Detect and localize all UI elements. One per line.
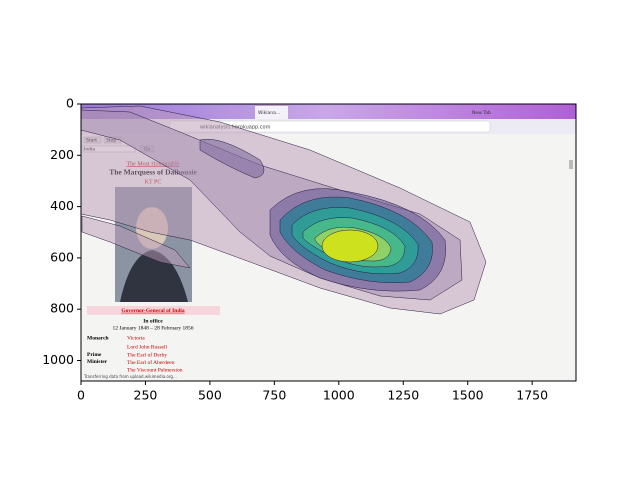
text: The Earl of Aberdeen bbox=[127, 359, 175, 366]
tab-bar bbox=[81, 104, 576, 119]
x-tick-label: 1500 bbox=[452, 388, 484, 403]
axes: 0 250 500 750 1000 1250 1500 1750 0 200 400 600 800 1… bbox=[42, 96, 548, 403]
y-tick-label: 0 bbox=[66, 96, 74, 111]
text: Lord John Russell bbox=[127, 344, 168, 350]
status: Transferring data from upload.wikimedia.… bbox=[83, 374, 177, 379]
office-bar bbox=[87, 306, 220, 315]
text: In office bbox=[143, 318, 163, 324]
x-tick-label: 250 bbox=[134, 388, 158, 403]
x-tick-label: 1250 bbox=[387, 388, 419, 403]
text: Victoria bbox=[127, 335, 145, 341]
y-tick-label: 400 bbox=[50, 198, 74, 213]
x-tick-label: 1000 bbox=[323, 388, 355, 403]
active-tab bbox=[255, 106, 288, 119]
text: Monarch bbox=[87, 335, 109, 341]
density-contours bbox=[81, 105, 487, 315]
infobox-rows: Monarch Victoria Lord John Russell Prime… bbox=[83, 335, 183, 379]
contour bbox=[321, 229, 379, 263]
contour bbox=[81, 215, 191, 269]
y-tick-label: 600 bbox=[50, 249, 74, 264]
text: Prime bbox=[87, 352, 102, 358]
y-tick-label: 200 bbox=[50, 147, 74, 162]
y-tick-label: 1000 bbox=[42, 352, 74, 367]
tab-label: Wikiana... bbox=[258, 110, 280, 116]
text: 12 January 1848 – 28 February 1856 bbox=[113, 325, 194, 331]
axes-frame bbox=[80, 103, 577, 382]
scrollbar bbox=[569, 160, 573, 169]
y-tick-label: 800 bbox=[50, 301, 74, 316]
contour bbox=[199, 139, 265, 179]
x-tick-label: 750 bbox=[262, 388, 286, 403]
x-tick-label: 0 bbox=[77, 388, 85, 403]
text: The Earl of Derby bbox=[127, 351, 167, 358]
x-tick-label: 1750 bbox=[516, 388, 548, 403]
tab-label: New Tab bbox=[472, 110, 491, 116]
x-tick-label: 500 bbox=[198, 388, 222, 403]
text: The Viscount Palmerston bbox=[127, 367, 183, 373]
text: Governor-General of India bbox=[121, 308, 185, 314]
text: Minister bbox=[87, 359, 108, 365]
